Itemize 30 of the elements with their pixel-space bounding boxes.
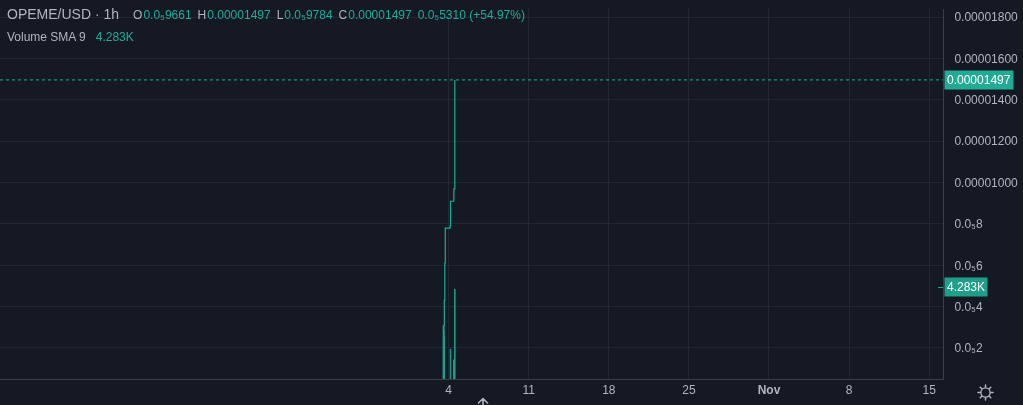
x-tick-label: 11: [522, 383, 536, 398]
x-tick-label: 8: [845, 383, 853, 398]
y-tick-label: 0.00001600: [954, 51, 1019, 66]
annotation: L: [276, 8, 284, 22]
text: Volume SMA 9: [7, 30, 86, 44]
annotation: 0.0₅9661: [143, 8, 192, 22]
y-tick-label: 0.00001800: [954, 10, 1019, 25]
annotation: 0.0₅9784: [284, 8, 333, 22]
y-tick-label: 0.00001200: [954, 134, 1019, 149]
x-tick-label: 15: [922, 383, 937, 398]
annotation: 0.0₅5310 (+54.97%): [417, 8, 525, 22]
y-tick-label: 0.0₅6: [954, 258, 983, 273]
annotation: O: [133, 8, 143, 22]
annotation: 0.00001497: [348, 8, 412, 22]
y-tick-label: 0.00001400: [954, 93, 1019, 108]
ref-line-label: 0.00001497: [947, 73, 1011, 87]
y-tick-label: 0.0₅8: [954, 217, 983, 232]
x-tick-label: 4: [445, 383, 453, 398]
y-tick-label: 0.0₅4: [954, 299, 983, 314]
y2-tick-label: 4.283K: [947, 280, 986, 294]
annotation: H: [197, 8, 207, 22]
x-tick-label: 25: [682, 383, 696, 398]
y-tick-label: 0.0₅2: [954, 341, 983, 356]
x-tick-label: 18: [602, 383, 616, 398]
annotation: C: [338, 8, 348, 22]
annotation: 0.00001497: [207, 8, 271, 22]
y-tick-label: 0.00001000: [954, 175, 1019, 190]
annotation: 4.283K: [95, 30, 134, 44]
x-tick-label: Nov: [757, 383, 781, 398]
chart-title: OPEME/USD · 1h: [7, 6, 120, 22]
